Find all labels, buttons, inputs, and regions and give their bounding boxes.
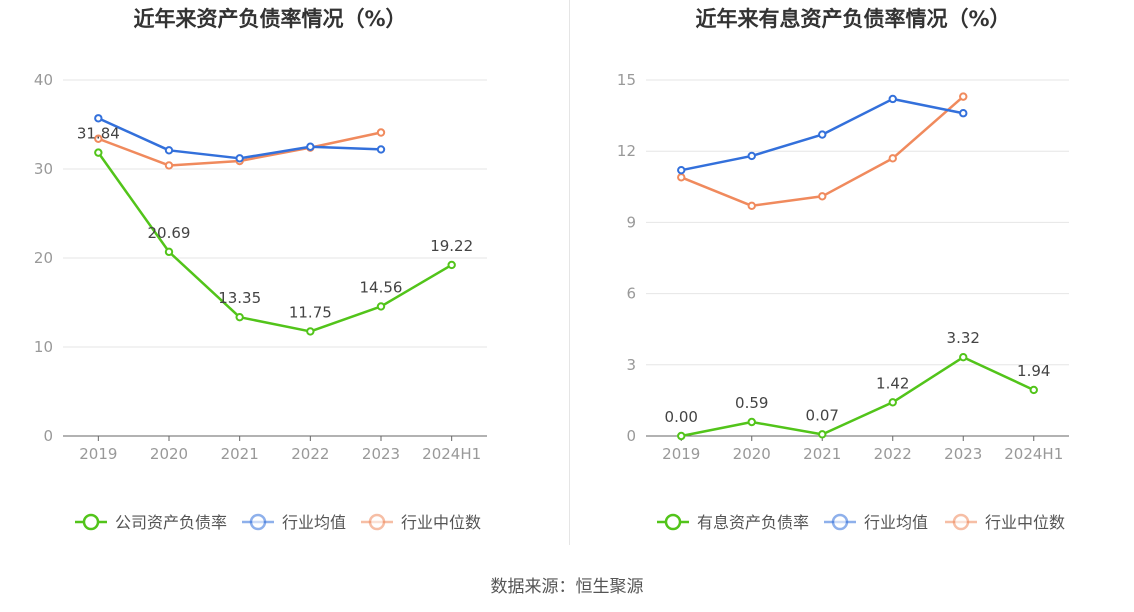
data-point[interactable]: [94, 148, 103, 157]
x-tick-label: 2024H1: [422, 445, 481, 463]
legend-marker: [82, 513, 100, 531]
data-point[interactable]: [376, 128, 386, 137]
data-point[interactable]: [818, 430, 827, 439]
chart-1: 近年来资产负债率情况（%） 0 10 20 30 40 2019 2020 2021 2022 20…: [34, 7, 487, 532]
series-line: [97, 117, 382, 160]
data-point[interactable]: [888, 154, 897, 163]
data-point[interactable]: [888, 398, 897, 407]
data-point[interactable]: [677, 173, 686, 182]
legend-item-industry-avg[interactable]: 行业均值: [824, 513, 928, 532]
y-tick-label: 6: [626, 285, 636, 303]
y-tick-label: 40: [34, 71, 53, 89]
legend-item-industry-median[interactable]: 行业中位数: [361, 513, 481, 532]
data-point[interactable]: [94, 114, 103, 123]
legend-label: 行业中位数: [985, 513, 1065, 532]
data-label: 14.56: [360, 278, 403, 296]
y-tick-label: 0: [43, 427, 53, 445]
x-tick-label: 2019: [79, 445, 117, 463]
data-label: 13.35: [218, 289, 261, 307]
chart-2: 近年来有息资产负债率情况（%） 0 3 6 9 12 15 2019 2020 2021 2022 2…: [617, 7, 1069, 532]
y-tick-label: 3: [626, 356, 636, 374]
data-point[interactable]: [747, 417, 756, 427]
y-tick-label: 15: [617, 71, 636, 89]
legend-item-company[interactable]: 公司资产负债率: [75, 513, 227, 532]
legend-label: 有息资产负债率: [697, 513, 809, 532]
series-line: [681, 355, 1035, 438]
series-industry-avg: [94, 114, 386, 163]
data-label: 31.84: [77, 125, 120, 143]
y-tick-label: 10: [34, 338, 53, 356]
data-point[interactable]: [235, 154, 244, 163]
data-point[interactable]: [447, 260, 456, 270]
data-point[interactable]: [164, 247, 174, 257]
x-tick-label: 2020: [733, 445, 771, 463]
series-line: [97, 151, 453, 333]
data-point[interactable]: [888, 94, 897, 104]
x-tick-label: 2019: [662, 445, 700, 463]
data-point[interactable]: [306, 142, 315, 151]
data-point[interactable]: [747, 201, 756, 210]
series-company: 0.00 0.59 0.07 1.42 3.32 1.94: [665, 329, 1050, 441]
legend-marker: [664, 513, 682, 531]
data-label: 0.59: [735, 394, 768, 412]
y-tick-label: 12: [617, 142, 636, 160]
series-company: 31.84 20.69 13.35 11.75 14.56 19.22: [77, 125, 473, 336]
legend-label: 行业中位数: [401, 513, 481, 532]
chart-title: 近年来资产负债率情况（%）: [133, 7, 406, 31]
legend-marker: [831, 513, 849, 531]
chart-title: 近年来有息资产负债率情况（%）: [695, 7, 1010, 31]
y-tick-label: 0: [626, 427, 636, 445]
x-tick-label: 2022: [874, 445, 912, 463]
series-industry-avg: [677, 94, 968, 175]
y-tick-label: 30: [34, 160, 53, 178]
y-tick-label: 20: [34, 249, 53, 267]
legend-label: 公司资产负债率: [115, 513, 227, 532]
x-tick-label: 2023: [362, 445, 400, 463]
data-point[interactable]: [959, 109, 968, 118]
legend-marker: [368, 513, 386, 531]
data-point[interactable]: [677, 431, 686, 441]
data-label: 0.00: [665, 408, 698, 426]
x-tick-label: 2023: [944, 445, 982, 463]
data-point[interactable]: [818, 130, 827, 139]
data-source: 数据来源：恒生聚源: [490, 577, 644, 597]
x-tick-label: 2021: [803, 445, 841, 463]
data-point[interactable]: [235, 312, 244, 322]
data-label: 1.42: [876, 374, 909, 392]
data-point[interactable]: [1029, 385, 1038, 395]
legend-item-company[interactable]: 有息资产负债率: [657, 513, 809, 532]
data-point[interactable]: [677, 165, 686, 175]
data-label: 3.32: [947, 329, 980, 347]
legend-label: 行业均值: [864, 513, 928, 532]
data-point[interactable]: [959, 92, 968, 101]
chart-divider: [569, 0, 570, 545]
x-tick-label: 2020: [150, 445, 188, 463]
legend-label: 行业均值: [282, 513, 346, 532]
data-label: 19.22: [430, 237, 473, 255]
x-tick-label: 2022: [291, 445, 329, 463]
data-point[interactable]: [959, 353, 968, 362]
data-point[interactable]: [376, 302, 386, 311]
data-label: 0.07: [806, 406, 839, 424]
x-tick-label: 2024H1: [1004, 445, 1063, 463]
data-point[interactable]: [164, 161, 174, 170]
legend-marker: [249, 513, 267, 531]
legend-item-industry-median[interactable]: 行业中位数: [945, 513, 1065, 532]
x-tick-label: 2021: [221, 445, 259, 463]
data-point[interactable]: [818, 192, 827, 201]
data-point[interactable]: [376, 145, 386, 154]
legend-marker: [952, 513, 970, 531]
data-point[interactable]: [164, 146, 174, 155]
data-point[interactable]: [306, 327, 315, 336]
data-label: 11.75: [289, 303, 332, 321]
data-point[interactable]: [747, 151, 756, 161]
data-label: 20.69: [148, 224, 191, 242]
y-tick-label: 9: [626, 213, 636, 231]
data-label: 1.94: [1017, 362, 1050, 380]
data-point[interactable]: [94, 134, 103, 143]
series-industry-median: [677, 92, 968, 210]
legend-item-industry-avg[interactable]: 行业均值: [242, 513, 346, 532]
